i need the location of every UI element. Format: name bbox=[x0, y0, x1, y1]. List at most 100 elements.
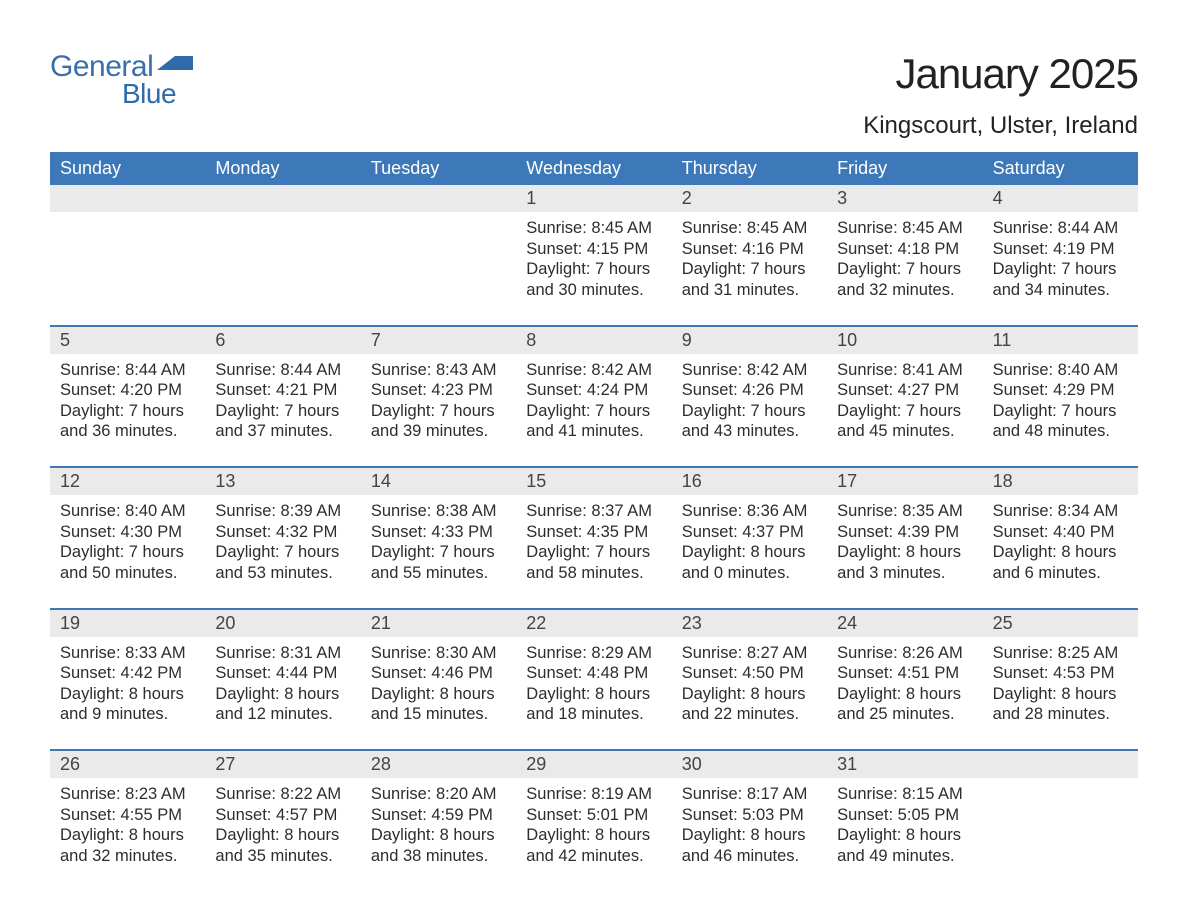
date-number: 13 bbox=[205, 468, 360, 495]
day-dl2: and 0 minutes. bbox=[682, 563, 817, 584]
day-sunset: Sunset: 4:33 PM bbox=[371, 522, 506, 543]
day-dl2: and 3 minutes. bbox=[837, 563, 972, 584]
date-number: 28 bbox=[361, 751, 516, 778]
day-sunset: Sunset: 4:53 PM bbox=[993, 663, 1128, 684]
day-cell: Sunrise: 8:44 AMSunset: 4:19 PMDaylight:… bbox=[983, 212, 1138, 325]
brand-logo: General Blue bbox=[50, 50, 193, 110]
weekday-header: Sunday bbox=[50, 152, 205, 185]
day-dl2: and 18 minutes. bbox=[526, 704, 661, 725]
day-cell: Sunrise: 8:25 AMSunset: 4:53 PMDaylight:… bbox=[983, 637, 1138, 750]
day-cell: Sunrise: 8:36 AMSunset: 4:37 PMDaylight:… bbox=[672, 495, 827, 608]
day-sunset: Sunset: 5:01 PM bbox=[526, 805, 661, 826]
day-sunrise: Sunrise: 8:40 AM bbox=[60, 501, 195, 522]
date-number: 25 bbox=[983, 610, 1138, 637]
weekday-header: Saturday bbox=[983, 152, 1138, 185]
day-sunset: Sunset: 4:16 PM bbox=[682, 239, 817, 260]
day-sunrise: Sunrise: 8:44 AM bbox=[215, 360, 350, 381]
day-sunset: Sunset: 4:20 PM bbox=[60, 380, 195, 401]
day-sunset: Sunset: 4:46 PM bbox=[371, 663, 506, 684]
day-cell-empty bbox=[983, 778, 1138, 891]
day-dl2: and 58 minutes. bbox=[526, 563, 661, 584]
day-cell: Sunrise: 8:20 AMSunset: 4:59 PMDaylight:… bbox=[361, 778, 516, 891]
day-dl1: Daylight: 8 hours bbox=[837, 542, 972, 563]
day-dl1: Daylight: 8 hours bbox=[371, 825, 506, 846]
day-sunrise: Sunrise: 8:45 AM bbox=[682, 218, 817, 239]
date-number: 4 bbox=[983, 185, 1138, 212]
day-dl2: and 12 minutes. bbox=[215, 704, 350, 725]
day-dl1: Daylight: 8 hours bbox=[60, 684, 195, 705]
title-block: January 2025 Kingscourt, Ulster, Ireland bbox=[863, 50, 1138, 140]
day-sunrise: Sunrise: 8:39 AM bbox=[215, 501, 350, 522]
date-number-row: 1234 bbox=[50, 185, 1138, 212]
day-dl2: and 50 minutes. bbox=[60, 563, 195, 584]
day-sunset: Sunset: 4:29 PM bbox=[993, 380, 1128, 401]
day-cell: Sunrise: 8:30 AMSunset: 4:46 PMDaylight:… bbox=[361, 637, 516, 750]
day-cell: Sunrise: 8:43 AMSunset: 4:23 PMDaylight:… bbox=[361, 354, 516, 467]
day-sunset: Sunset: 4:48 PM bbox=[526, 663, 661, 684]
day-cell: Sunrise: 8:44 AMSunset: 4:21 PMDaylight:… bbox=[205, 354, 360, 467]
date-number: 12 bbox=[50, 468, 205, 495]
date-number-row: 12131415161718 bbox=[50, 468, 1138, 495]
day-cell-empty bbox=[205, 212, 360, 325]
header: General Blue January 2025 Kingscourt, Ul… bbox=[50, 50, 1138, 140]
day-sunset: Sunset: 4:32 PM bbox=[215, 522, 350, 543]
day-dl2: and 53 minutes. bbox=[215, 563, 350, 584]
day-dl1: Daylight: 7 hours bbox=[837, 401, 972, 422]
day-dl2: and 9 minutes. bbox=[60, 704, 195, 725]
day-sunset: Sunset: 4:15 PM bbox=[526, 239, 661, 260]
date-number: 9 bbox=[672, 327, 827, 354]
date-number bbox=[205, 185, 360, 212]
day-dl1: Daylight: 8 hours bbox=[993, 542, 1128, 563]
day-dl2: and 28 minutes. bbox=[993, 704, 1128, 725]
date-number-row: 567891011 bbox=[50, 327, 1138, 354]
day-dl1: Daylight: 8 hours bbox=[837, 684, 972, 705]
brand-flag-icon bbox=[157, 56, 193, 76]
calendar-week: 1234Sunrise: 8:45 AMSunset: 4:15 PMDayli… bbox=[50, 185, 1138, 325]
day-sunrise: Sunrise: 8:17 AM bbox=[682, 784, 817, 805]
day-dl1: Daylight: 8 hours bbox=[682, 825, 817, 846]
day-dl1: Daylight: 7 hours bbox=[215, 401, 350, 422]
day-dl2: and 34 minutes. bbox=[993, 280, 1128, 301]
date-number: 10 bbox=[827, 327, 982, 354]
day-dl2: and 6 minutes. bbox=[993, 563, 1128, 584]
day-dl2: and 48 minutes. bbox=[993, 421, 1128, 442]
day-sunset: Sunset: 4:57 PM bbox=[215, 805, 350, 826]
day-cell: Sunrise: 8:41 AMSunset: 4:27 PMDaylight:… bbox=[827, 354, 982, 467]
day-sunset: Sunset: 4:18 PM bbox=[837, 239, 972, 260]
day-sunrise: Sunrise: 8:29 AM bbox=[526, 643, 661, 664]
day-sunset: Sunset: 4:40 PM bbox=[993, 522, 1128, 543]
day-sunrise: Sunrise: 8:31 AM bbox=[215, 643, 350, 664]
weekday-header-row: Sunday Monday Tuesday Wednesday Thursday… bbox=[50, 152, 1138, 185]
day-sunrise: Sunrise: 8:37 AM bbox=[526, 501, 661, 522]
day-sunrise: Sunrise: 8:43 AM bbox=[371, 360, 506, 381]
date-number: 21 bbox=[361, 610, 516, 637]
day-sunrise: Sunrise: 8:38 AM bbox=[371, 501, 506, 522]
day-sunrise: Sunrise: 8:23 AM bbox=[60, 784, 195, 805]
date-number: 24 bbox=[827, 610, 982, 637]
date-number: 6 bbox=[205, 327, 360, 354]
day-cell: Sunrise: 8:34 AMSunset: 4:40 PMDaylight:… bbox=[983, 495, 1138, 608]
date-number bbox=[50, 185, 205, 212]
day-sunset: Sunset: 4:27 PM bbox=[837, 380, 972, 401]
day-sunrise: Sunrise: 8:19 AM bbox=[526, 784, 661, 805]
day-cell: Sunrise: 8:45 AMSunset: 4:15 PMDaylight:… bbox=[516, 212, 671, 325]
day-dl2: and 32 minutes. bbox=[60, 846, 195, 867]
date-number: 5 bbox=[50, 327, 205, 354]
day-sunrise: Sunrise: 8:42 AM bbox=[682, 360, 817, 381]
day-sunrise: Sunrise: 8:26 AM bbox=[837, 643, 972, 664]
day-dl2: and 42 minutes. bbox=[526, 846, 661, 867]
day-sunset: Sunset: 4:21 PM bbox=[215, 380, 350, 401]
day-sunset: Sunset: 4:19 PM bbox=[993, 239, 1128, 260]
location-subtitle: Kingscourt, Ulster, Ireland bbox=[863, 112, 1138, 140]
date-number: 30 bbox=[672, 751, 827, 778]
date-number: 16 bbox=[672, 468, 827, 495]
day-sunrise: Sunrise: 8:27 AM bbox=[682, 643, 817, 664]
day-sunset: Sunset: 4:51 PM bbox=[837, 663, 972, 684]
day-dl1: Daylight: 8 hours bbox=[526, 684, 661, 705]
day-dl2: and 41 minutes. bbox=[526, 421, 661, 442]
day-dl2: and 25 minutes. bbox=[837, 704, 972, 725]
day-cell: Sunrise: 8:31 AMSunset: 4:44 PMDaylight:… bbox=[205, 637, 360, 750]
day-dl1: Daylight: 8 hours bbox=[682, 684, 817, 705]
day-sunset: Sunset: 4:37 PM bbox=[682, 522, 817, 543]
day-sunrise: Sunrise: 8:33 AM bbox=[60, 643, 195, 664]
